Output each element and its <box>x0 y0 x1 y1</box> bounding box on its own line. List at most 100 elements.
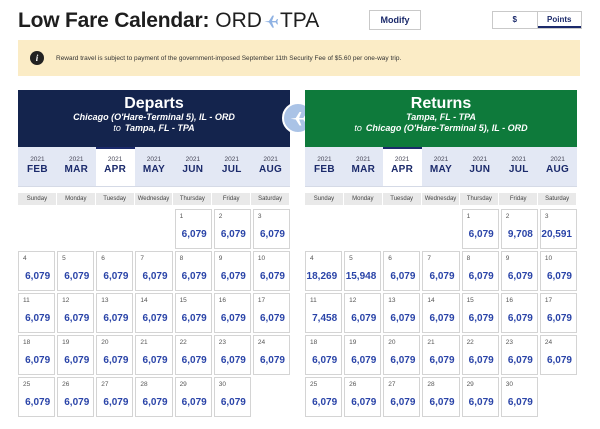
calendar-day-cell[interactable]: 9 6,079 <box>500 251 538 291</box>
calendar-day-cell[interactable]: 20 6,079 <box>96 335 134 375</box>
day-number: 26 <box>349 381 357 388</box>
calendar-day-cell[interactable]: 17 6,079 <box>539 293 577 333</box>
fare-points: 6,079 <box>468 313 494 324</box>
calendar-day-cell[interactable]: 12 6,079 <box>344 293 382 333</box>
weekday-label-saturday: Saturday <box>538 193 577 205</box>
day-number: 7 <box>140 255 145 262</box>
fare-points: 6,079 <box>429 313 455 324</box>
fare-points: 6,079 <box>142 397 168 408</box>
calendar-day-cell[interactable]: 26 6,079 <box>57 377 95 417</box>
calendar-day-cell[interactable]: 1 6,079 <box>174 209 212 249</box>
month-tab-may[interactable]: 2021 MAY <box>135 147 174 186</box>
calendar-day-cell[interactable]: 16 6,079 <box>213 293 251 333</box>
calendar-day-cell[interactable]: 27 6,079 <box>96 377 134 417</box>
calendar-day-cell[interactable]: 29 6,079 <box>174 377 212 417</box>
calendar-day-cell[interactable]: 2 6,079 <box>213 209 251 249</box>
calendar-day-cell[interactable]: 4 6,079 <box>18 251 56 291</box>
calendar-day-cell[interactable]: 21 6,079 <box>135 335 173 375</box>
calendar-day-cell[interactable]: 5 15,948 <box>344 251 382 291</box>
calendar-day-cell[interactable]: 8 6,079 <box>174 251 212 291</box>
calendar-day-cell[interactable]: 27 6,079 <box>383 377 421 417</box>
calendar-day-cell[interactable]: 14 6,079 <box>422 293 460 333</box>
calendar-day-cell[interactable]: 24 6,079 <box>539 335 577 375</box>
month-tab-mar[interactable]: 2021 MAR <box>57 147 96 186</box>
month-tab-aug[interactable]: 2021 AUG <box>538 147 577 186</box>
day-number: 14 <box>140 297 148 304</box>
month-tab-mar[interactable]: 2021 MAR <box>344 147 383 186</box>
month-tab-apr[interactable]: 2021 APR <box>95 147 135 186</box>
calendar-day-cell[interactable]: 11 7,458 <box>305 293 343 333</box>
fare-points: 6,079 <box>507 397 533 408</box>
month-tab-feb[interactable]: 2021 FEB <box>305 147 344 186</box>
day-number: 6 <box>388 255 392 262</box>
month-tab-jul[interactable]: 2021 JUL <box>499 147 538 186</box>
day-number: 29 <box>179 381 187 388</box>
month-tab-feb[interactable]: 2021 FEB <box>18 147 57 186</box>
calendar-day-cell[interactable]: 15 6,079 <box>461 293 499 333</box>
day-number: 19 <box>62 339 70 346</box>
calendar-day-cell[interactable]: 23 6,079 <box>213 335 251 375</box>
month-tab-label: APR <box>391 164 414 175</box>
calendar-day-cell[interactable]: 11 6,079 <box>18 293 56 333</box>
calendar-day-cell[interactable]: 25 6,079 <box>305 377 343 417</box>
calendar-day-cell[interactable]: 22 6,079 <box>174 335 212 375</box>
points-toggle-button[interactable]: Points <box>537 12 581 28</box>
calendar-day-cell[interactable]: 23 6,079 <box>500 335 538 375</box>
calendar-day-cell[interactable]: 30 6,079 <box>213 377 251 417</box>
day-number: 3 <box>257 213 262 220</box>
calendar-day-cell[interactable]: 13 6,079 <box>383 293 421 333</box>
calendar-day-cell[interactable]: 18 6,079 <box>18 335 56 375</box>
calendar-day-cell[interactable]: 26 6,079 <box>344 377 382 417</box>
calendar-day-cell[interactable]: 24 6,079 <box>252 335 290 375</box>
modify-button[interactable]: Modify <box>369 10 421 30</box>
calendar-day-cell[interactable]: 28 6,079 <box>422 377 460 417</box>
calendar-day-cell[interactable]: 7 6,079 <box>135 251 173 291</box>
calendar-day-cell[interactable]: 4 18,269 <box>305 251 343 291</box>
fare-points: 20,591 <box>541 229 572 240</box>
month-tab-label: JUL <box>508 164 529 175</box>
calendar-day-cell[interactable]: 18 6,079 <box>305 335 343 375</box>
month-tab-jul[interactable]: 2021 JUL <box>212 147 251 186</box>
calendar-day-cell[interactable]: 6 6,079 <box>96 251 134 291</box>
calendar-day-cell[interactable]: 28 6,079 <box>135 377 173 417</box>
month-tab-aug[interactable]: 2021 AUG <box>251 147 290 186</box>
weekday-label-thursday: Thursday <box>460 193 499 205</box>
calendar-day-cell[interactable]: 3 20,591 <box>539 209 577 249</box>
calendar-day-cell[interactable]: 30 6,079 <box>500 377 538 417</box>
calendar-day-cell[interactable]: 7 6,079 <box>422 251 460 291</box>
month-tab-may[interactable]: 2021 MAY <box>422 147 461 186</box>
calendar-day-cell[interactable]: 20 6,079 <box>383 335 421 375</box>
calendar-day-cell[interactable]: 13 6,079 <box>96 293 134 333</box>
calendar-day-cell[interactable]: 8 6,079 <box>461 251 499 291</box>
calendar-day-cell[interactable]: 14 6,079 <box>135 293 173 333</box>
day-number: 14 <box>427 297 435 304</box>
month-tab-jun[interactable]: 2021 JUN <box>173 147 212 186</box>
fare-points: 6,079 <box>142 355 168 366</box>
calendar-day-cell[interactable]: 19 6,079 <box>57 335 95 375</box>
fare-points: 6,079 <box>468 271 494 282</box>
fare-points: 6,079 <box>64 271 90 282</box>
calendar-day-cell[interactable]: 10 6,079 <box>539 251 577 291</box>
dollar-toggle-button[interactable]: $ <box>493 12 538 28</box>
calendar-day-cell[interactable]: 29 6,079 <box>461 377 499 417</box>
calendar-day-cell[interactable]: 10 6,079 <box>252 251 290 291</box>
calendar-day-cell[interactable]: 21 6,079 <box>422 335 460 375</box>
calendar-day-cell[interactable]: 9 6,079 <box>213 251 251 291</box>
calendar-day-cell[interactable]: 6 6,079 <box>383 251 421 291</box>
calendar-day-cell[interactable]: 25 6,079 <box>18 377 56 417</box>
month-tab-label: APR <box>104 164 127 175</box>
calendar-day-cell[interactable]: 2 9,708 <box>500 209 538 249</box>
calendar-day-cell[interactable]: 17 6,079 <box>252 293 290 333</box>
calendar-day-cell[interactable]: 5 6,079 <box>57 251 95 291</box>
calendar-day-cell[interactable]: 1 6,079 <box>461 209 499 249</box>
returns-weekday-header: Sunday Monday Tuesday Wednesday Thursday Frid… <box>305 193 577 205</box>
fare-points: 18,269 <box>306 271 338 282</box>
month-tab-apr[interactable]: 2021 APR <box>382 147 422 186</box>
calendar-day-cell[interactable]: 12 6,079 <box>57 293 95 333</box>
month-tab-jun[interactable]: 2021 JUN <box>460 147 499 186</box>
calendar-day-cell[interactable]: 16 6,079 <box>500 293 538 333</box>
calendar-day-cell[interactable]: 3 6,079 <box>252 209 290 249</box>
calendar-day-cell[interactable]: 15 6,079 <box>174 293 212 333</box>
calendar-day-cell[interactable]: 19 6,079 <box>344 335 382 375</box>
calendar-day-cell[interactable]: 22 6,079 <box>461 335 499 375</box>
